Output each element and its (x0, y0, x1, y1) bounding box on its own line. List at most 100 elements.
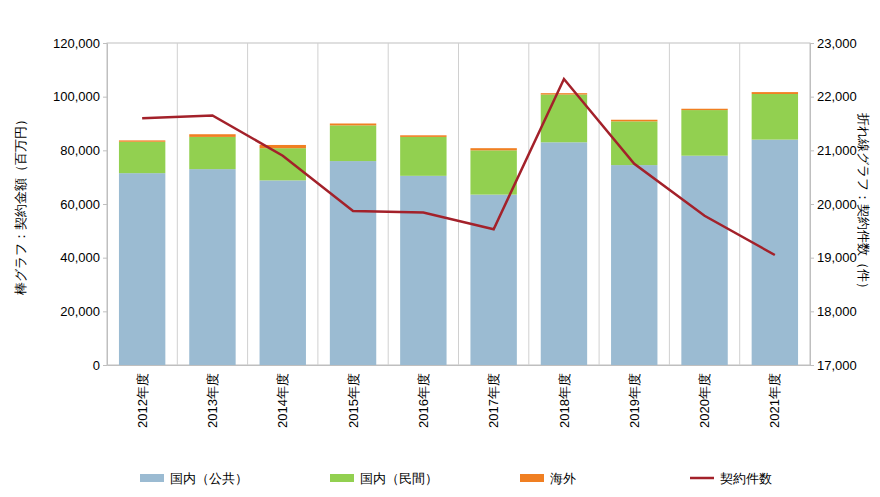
bar (330, 161, 376, 365)
bar (681, 109, 727, 110)
bar (611, 120, 657, 122)
tick-label: 2019年度 (627, 373, 642, 428)
tick-label: 22,000 (817, 89, 857, 104)
bar (470, 195, 516, 365)
legend-swatch (330, 474, 354, 482)
tick: 2013年度 (205, 365, 220, 428)
bar (541, 95, 587, 143)
tick-label: 80,000 (60, 143, 100, 158)
bar (752, 140, 798, 365)
tick: 2015年度 (346, 365, 361, 428)
tick-label: 18,000 (817, 304, 857, 319)
tick-label: 20,000 (60, 304, 100, 319)
bar (119, 173, 165, 365)
tick-label: 40,000 (60, 250, 100, 265)
tick: 80,000 (60, 143, 107, 158)
bar (189, 134, 235, 137)
tick-label: 2015年度 (346, 373, 361, 428)
tick: 2019年度 (627, 365, 642, 428)
bar (681, 156, 727, 365)
tick: 2016年度 (416, 365, 431, 428)
tick-mark (103, 204, 107, 205)
y2-axis-title: 折れ線グラフ：契約件数（件） (856, 113, 871, 295)
legend-item: 海外 (520, 471, 576, 486)
tick-mark (810, 97, 814, 98)
bar-series (119, 140, 798, 365)
bar-series (119, 94, 798, 195)
legend-item: 国内（民間） (330, 471, 438, 486)
bar (189, 169, 235, 365)
bar (541, 93, 587, 94)
legend-swatch (690, 477, 714, 480)
tick-label: 20,000 (817, 197, 857, 212)
grid (177, 43, 739, 365)
bar (470, 150, 516, 194)
bar (752, 92, 798, 94)
tick-label: 100,000 (53, 89, 100, 104)
y-axis: 0 20,000 40,000 60,000 80,000 100,000 120,000 (53, 36, 108, 373)
tick: 17,000 (810, 358, 857, 373)
tick: 18,000 (810, 304, 857, 319)
tick: 60,000 (60, 197, 107, 212)
legend-label: 国内（民間） (360, 471, 438, 486)
bar (260, 148, 306, 180)
tick-label: 2017年度 (486, 373, 501, 428)
tick: 2017年度 (486, 365, 501, 428)
tick: 120,000 (53, 36, 107, 51)
grid-line (247, 43, 248, 365)
tick-label: 60,000 (60, 197, 100, 212)
tick-mark (103, 43, 107, 44)
legend-item: 国内（公共） (140, 471, 248, 486)
bar (400, 137, 446, 176)
bar (330, 125, 376, 161)
legend: 国内（公共） 国内（民間） 海外 契約件数 (140, 471, 772, 486)
tick-label: 17,000 (817, 358, 857, 373)
bar (470, 148, 516, 150)
tick-mark (103, 311, 107, 312)
tick: 0 (93, 358, 107, 373)
tick-mark (810, 43, 814, 44)
tick-mark (103, 97, 107, 98)
plot-frame (107, 43, 810, 365)
bar (541, 142, 587, 365)
plot-area (119, 79, 798, 365)
bar (260, 180, 306, 365)
legend-swatch (140, 474, 164, 482)
tick-label: 2018年度 (557, 373, 572, 428)
bar (611, 165, 657, 365)
tick-mark (103, 258, 107, 259)
tick-label: 120,000 (53, 36, 100, 51)
bar (119, 140, 165, 141)
tick-label: 2016年度 (416, 373, 431, 428)
tick: 20,000 (810, 197, 857, 212)
tick-label: 21,000 (817, 143, 857, 158)
tick-mark (810, 365, 814, 366)
tick-label: 2013年度 (205, 373, 220, 428)
tick-label: 2020年度 (697, 373, 712, 428)
tick-label: 2012年度 (135, 373, 150, 428)
bar (189, 137, 235, 169)
tick: 22,000 (810, 89, 857, 104)
tick: 20,000 (60, 304, 107, 319)
grid-line (528, 43, 529, 365)
tick-label: 2021年度 (767, 373, 782, 428)
tick: 2014年度 (275, 365, 290, 428)
chart: 0 20,000 40,000 60,000 80,000 100,000 120,000 1… (0, 0, 880, 497)
tick-label: 19,000 (817, 250, 857, 265)
tick: 2021年度 (767, 365, 782, 428)
grid-line (599, 43, 600, 365)
legend-label: 契約件数 (720, 471, 772, 486)
grid-line (317, 43, 318, 365)
tick: 100,000 (53, 89, 107, 104)
bar (400, 135, 446, 137)
grid-line (739, 43, 740, 365)
tick-mark (810, 258, 814, 259)
bar (400, 176, 446, 365)
y2-axis: 17,00018,00019,00020,00021,00022,00023,0… (810, 36, 857, 373)
tick-mark (810, 150, 814, 151)
y-axis-title: 棒グラフ：契約金額（百万円） (13, 113, 28, 295)
tick-mark (103, 150, 107, 151)
bar (752, 94, 798, 140)
tick-label: 2014年度 (275, 373, 290, 428)
tick: 19,000 (810, 250, 857, 265)
